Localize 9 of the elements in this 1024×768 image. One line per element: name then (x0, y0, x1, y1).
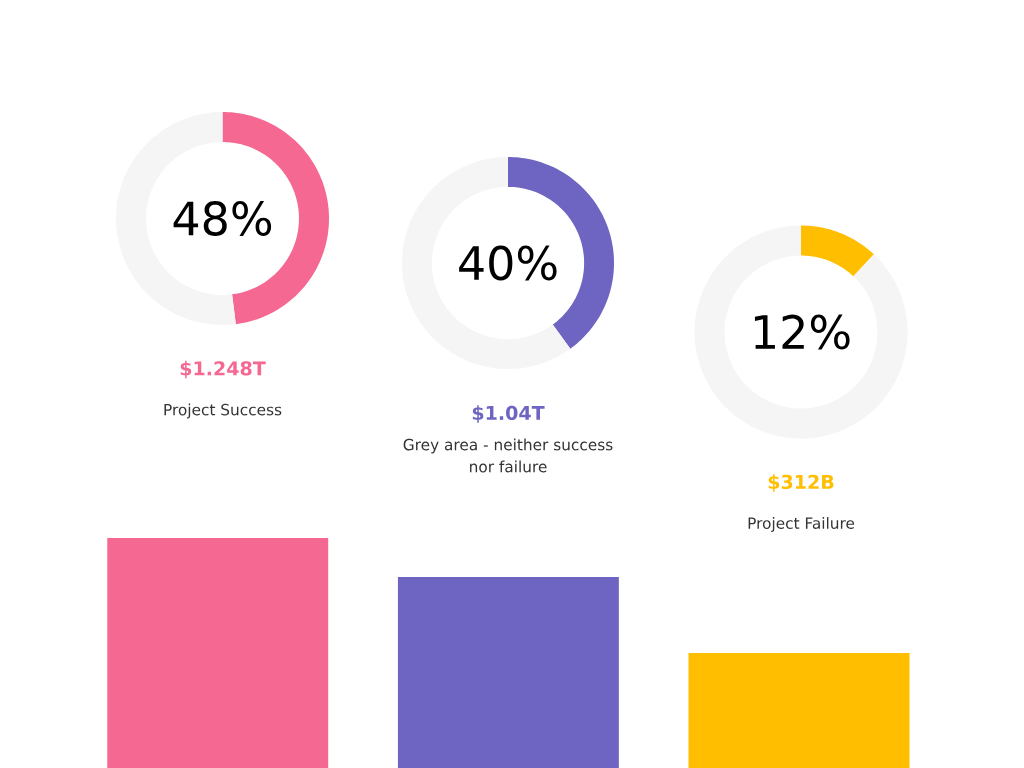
text: Project Failure (748, 517, 855, 532)
text: 12% (754, 314, 850, 350)
text: $1.04T (472, 405, 545, 423)
text: 40% (459, 245, 557, 281)
text: Grey area - neither success nor failure (403, 438, 613, 473)
text: $1.248T (180, 360, 266, 379)
text: $312B (768, 474, 834, 492)
text: 48% (173, 201, 272, 236)
text: Project Success (164, 403, 282, 419)
